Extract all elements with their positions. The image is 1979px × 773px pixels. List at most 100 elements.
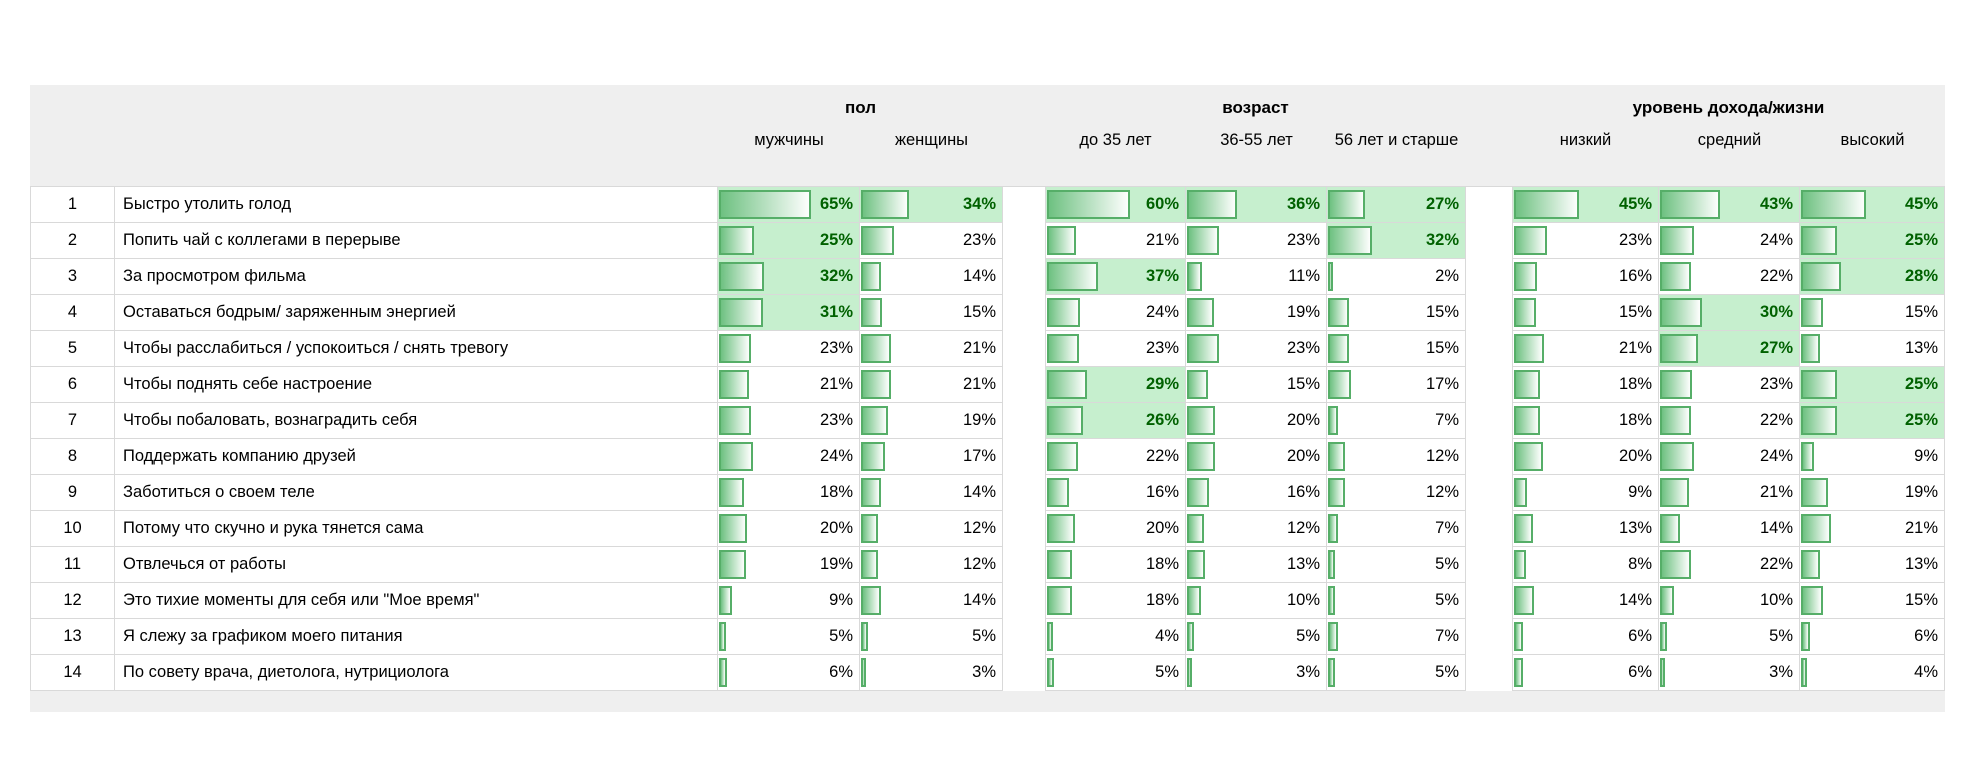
data-cell: 12%: [1327, 475, 1466, 511]
column-gap: [1466, 511, 1512, 547]
col-header-high: высокий: [1840, 131, 1905, 149]
value-label: 14%: [962, 267, 996, 285]
value-label: 3%: [1769, 663, 1793, 681]
data-bar: [1328, 514, 1338, 543]
data-bar: [1801, 478, 1829, 507]
value-label: 5%: [1435, 663, 1459, 681]
data-bar: [719, 406, 752, 435]
data-bar: [1187, 298, 1214, 327]
data-bar: [1660, 298, 1702, 327]
data-bar: [1660, 550, 1691, 579]
data-cell: 11%: [1186, 259, 1327, 295]
column-gap: [1003, 187, 1045, 223]
value-label: 18%: [1618, 375, 1652, 393]
data-cell: 13%: [1512, 511, 1659, 547]
value-label: 10%: [1286, 591, 1320, 609]
row-label: Заботиться о своем теле: [115, 475, 718, 511]
data-cell: 9%: [1800, 439, 1945, 475]
data-bar: [1514, 442, 1543, 471]
value-label: 25%: [1904, 231, 1938, 249]
column-gap: [1466, 655, 1512, 691]
row-number: 8: [30, 439, 115, 475]
value-label: 34%: [962, 195, 996, 213]
column-gap: [1003, 331, 1045, 367]
survey-table: пол возраст уровень дохода/жизни мужчины…: [30, 85, 1945, 712]
data-bar: [1328, 190, 1366, 219]
value-label: 24%: [1145, 303, 1179, 321]
value-label: 21%: [1759, 483, 1793, 501]
data-cell: 6%: [1512, 619, 1659, 655]
col-header-56-plus: 56 лет и старше: [1334, 131, 1459, 149]
column-gap: [1003, 403, 1045, 439]
value-label: 13%: [1904, 555, 1938, 573]
data-bar: [719, 514, 748, 543]
data-bar: [1187, 442, 1215, 471]
data-cell: 32%: [1327, 223, 1466, 259]
value-label: 65%: [819, 195, 853, 213]
row-label: Я слежу за графиком моего питания: [115, 619, 718, 655]
data-bar: [1187, 514, 1204, 543]
group-header-income: уровень дохода/жизни: [1632, 98, 1825, 117]
data-cell: 20%: [1512, 439, 1659, 475]
data-bar: [1801, 658, 1807, 687]
row-number: 13: [30, 619, 115, 655]
value-label: 14%: [962, 591, 996, 609]
data-cell: 22%: [1659, 403, 1800, 439]
data-bar: [1660, 478, 1690, 507]
row-number: 3: [30, 259, 115, 295]
data-cell: 25%: [1800, 403, 1945, 439]
value-label: 32%: [1425, 231, 1459, 249]
value-label: 6%: [1628, 663, 1652, 681]
data-cell: 20%: [718, 511, 860, 547]
data-bar: [1801, 406, 1837, 435]
row-label: За просмотром фильма: [115, 259, 718, 295]
data-bar: [1187, 622, 1194, 651]
data-cell: 12%: [860, 547, 1003, 583]
data-cell: 24%: [1045, 295, 1186, 331]
footer-band: [30, 691, 1945, 712]
data-bar: [1660, 190, 1721, 219]
data-bar: [1514, 586, 1535, 615]
data-bar: [1660, 514, 1680, 543]
data-cell: 18%: [1045, 583, 1186, 619]
value-label: 25%: [819, 231, 853, 249]
data-bar: [1047, 442, 1078, 471]
row-label: Чтобы поднять себе настроение: [115, 367, 718, 403]
row-number: 7: [30, 403, 115, 439]
value-label: 23%: [1145, 339, 1179, 357]
data-bar: [1660, 370, 1693, 399]
value-label: 4%: [1155, 627, 1179, 645]
data-bar: [861, 550, 879, 579]
data-bar: [861, 442, 886, 471]
data-cell: 7%: [1327, 403, 1466, 439]
column-gap: [1466, 547, 1512, 583]
data-cell: 60%: [1045, 187, 1186, 223]
value-label: 6%: [829, 663, 853, 681]
data-bar: [1047, 658, 1054, 687]
value-label: 11%: [1288, 267, 1320, 285]
value-label: 20%: [819, 519, 853, 537]
row-label: Быстро утолить голод: [115, 187, 718, 223]
value-label: 5%: [829, 627, 853, 645]
row-number: 5: [30, 331, 115, 367]
data-bar: [1328, 262, 1333, 291]
column-gap: [1466, 187, 1512, 223]
column-gap: [1003, 367, 1045, 403]
column-gap: [1466, 475, 1512, 511]
data-bar: [1328, 550, 1335, 579]
data-bar: [1187, 370, 1208, 399]
column-gap: [1003, 583, 1045, 619]
value-label: 24%: [819, 447, 853, 465]
data-bar: [1801, 442, 1814, 471]
value-label: 15%: [1425, 303, 1459, 321]
data-cell: 9%: [1512, 475, 1659, 511]
data-bar: [719, 478, 745, 507]
data-cell: 14%: [1659, 511, 1800, 547]
value-label: 23%: [819, 339, 853, 357]
data-bar: [1801, 514, 1832, 543]
data-cell: 17%: [860, 439, 1003, 475]
column-gap: [1466, 331, 1512, 367]
value-label: 16%: [1618, 267, 1652, 285]
data-bar: [1801, 298, 1823, 327]
data-bar: [1660, 586, 1674, 615]
